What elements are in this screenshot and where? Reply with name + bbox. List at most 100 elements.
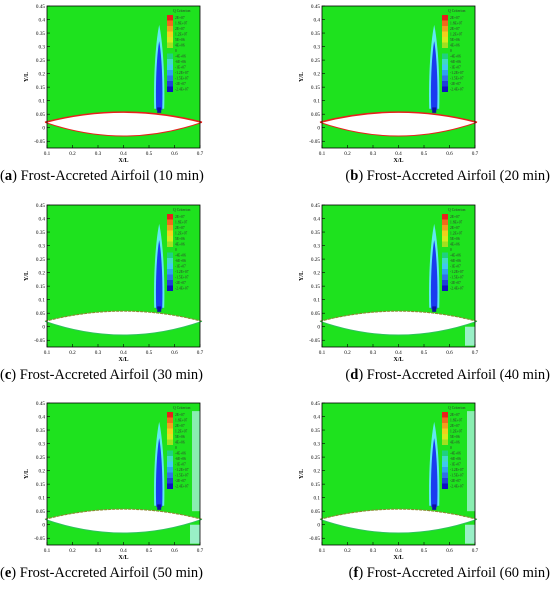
y-axis-label: Y/L	[299, 72, 305, 82]
y-tick-label: 0.25	[311, 455, 320, 461]
y-tick-label: 0.45	[36, 4, 45, 10]
legend-swatch	[167, 26, 173, 32]
legend-swatch	[167, 64, 173, 70]
legend-entry: -2.4E+07	[175, 485, 189, 489]
legend-swatch	[442, 247, 448, 253]
x-tick-label: 0.5	[421, 350, 428, 356]
y-tick-label: 0.45	[311, 203, 320, 209]
y-tick-label: 0.1	[314, 496, 321, 502]
legend-entry: 5E+06	[175, 435, 185, 439]
legend-entry: -6E+06	[175, 259, 186, 263]
legend-swatch	[442, 269, 448, 275]
y-tick-label: 0.05	[36, 311, 45, 317]
airfoil-lower-surface	[319, 320, 478, 336]
q-criterion-contour-plot: Q Criterion2E+071.8E+072E+071.2E+075E+06…	[24, 401, 204, 561]
legend-swatch	[442, 42, 448, 48]
x-tick-label: 0.6	[171, 151, 178, 157]
legend-swatch	[167, 445, 173, 451]
y-tick-label: 0.15	[36, 85, 45, 91]
legend-swatch	[167, 285, 173, 291]
panel-caption: (a) Frost-Accreted Airfoil (10 min)	[0, 168, 204, 184]
legend-entry: 1.2E+07	[175, 232, 188, 236]
legend-entry: 2E+07	[175, 424, 185, 428]
x-tick-label: 0.1	[44, 548, 51, 554]
panel-caption: (e) Frost-Accreted Airfoil (50 min)	[0, 565, 203, 581]
x-tick-label: 0.4	[120, 350, 127, 356]
legend-entry: 1.8E+07	[450, 419, 463, 423]
legend-entry: 2E+07	[450, 424, 460, 428]
y-tick-label: 0.25	[36, 257, 45, 263]
legend-entry: -4E+06	[450, 254, 461, 258]
x-tick-label: 0.1	[319, 151, 326, 157]
legend-swatch	[442, 285, 448, 291]
airfoil-shape	[320, 112, 477, 137]
y-tick-label: 0.25	[36, 58, 45, 64]
panel-e: Q Criterion 2E+07 1.8E+07 2E+07 1.2E+07 5E+06…	[0, 397, 275, 595]
legend-swatch	[442, 236, 448, 242]
legend-entry: 4E+06	[450, 243, 460, 247]
x-tick-label: 0.3	[370, 151, 377, 157]
legend-entry: 1.2E+07	[450, 232, 463, 236]
legend-entry: -1.5E+07	[175, 474, 189, 478]
legend-entry: -1E+07	[450, 66, 461, 70]
legend-entry: 2E+07	[175, 215, 185, 219]
legend-entry: 1.8E+07	[175, 221, 188, 225]
legend-entry: 4E+06	[450, 441, 460, 445]
y-tick-label: -0.05	[309, 338, 320, 344]
legend-swatch	[167, 31, 173, 37]
legend-entry: -4E+06	[450, 55, 461, 59]
legend-title: Q Criterion	[173, 9, 191, 13]
legend-entry: 5E+06	[450, 435, 460, 439]
legend-entry: 5E+06	[450, 237, 460, 241]
y-tick-label: 0.45	[311, 401, 320, 407]
legend-entry: -2.4E+07	[175, 287, 189, 291]
airfoil-upper-surface	[319, 111, 478, 124]
airfoil-shape	[320, 509, 477, 534]
x-tick-label: 0.2	[69, 350, 76, 356]
x-tick-label: 0.7	[197, 548, 204, 554]
legend-swatch	[442, 230, 448, 236]
y-tick-label: 0.1	[314, 298, 321, 304]
x-tick-label: 0.5	[146, 151, 153, 157]
y-axis-label: Y/L	[299, 469, 305, 479]
legend-swatch	[167, 37, 173, 43]
legend-entry: 5E+06	[175, 237, 185, 241]
y-tick-label: -0.05	[34, 536, 45, 542]
legend-entry: 0	[175, 49, 177, 53]
x-axis-label: X/L	[393, 158, 403, 164]
panel-letter: d	[350, 367, 359, 383]
x-tick-label: 0.6	[446, 350, 453, 356]
y-tick-label: 0.3	[39, 45, 46, 51]
x-tick-label: 0.6	[171, 350, 178, 356]
legend-swatch	[167, 434, 173, 440]
legend-swatch	[442, 37, 448, 43]
legend-swatch	[167, 428, 173, 434]
y-tick-label: 0.25	[311, 257, 320, 263]
q-criterion-contour-plot: Q Criterion2E+071.8E+072E+071.2E+075E+06…	[299, 203, 479, 363]
y-tick-label: -0.05	[309, 139, 320, 145]
legend-swatch	[442, 439, 448, 445]
legend-entry: 2E+07	[450, 226, 460, 230]
legend-swatch	[442, 59, 448, 65]
legend-swatch	[442, 445, 448, 451]
x-tick-label: 0.3	[370, 548, 377, 554]
y-tick-label: 0	[317, 325, 320, 331]
legend-entry: -1.2E+07	[175, 468, 189, 472]
legend-entry: 5E+06	[175, 38, 185, 42]
legend-swatch	[442, 70, 448, 76]
contour-patch	[190, 524, 200, 544]
vortex-root	[432, 107, 437, 113]
y-tick-label: 0.2	[314, 271, 321, 277]
q-criterion-contour-plot: Q Criterion2E+071.8E+072E+071.2E+075E+06…	[299, 4, 479, 164]
legend-title: Q Criterion	[448, 208, 466, 212]
legend-swatch	[167, 241, 173, 247]
panel-caption: (d) Frost-Accreted Airfoil (40 min)	[345, 367, 550, 383]
legend-swatch	[167, 247, 173, 253]
contour-patch	[465, 524, 475, 544]
y-tick-label: 0	[317, 523, 320, 529]
airfoil-shape	[45, 311, 202, 336]
y-tick-label: 0.2	[39, 469, 46, 475]
y-tick-label: 0.35	[311, 230, 320, 236]
vortex-core	[430, 438, 438, 508]
x-tick-label: 0.1	[44, 350, 51, 356]
